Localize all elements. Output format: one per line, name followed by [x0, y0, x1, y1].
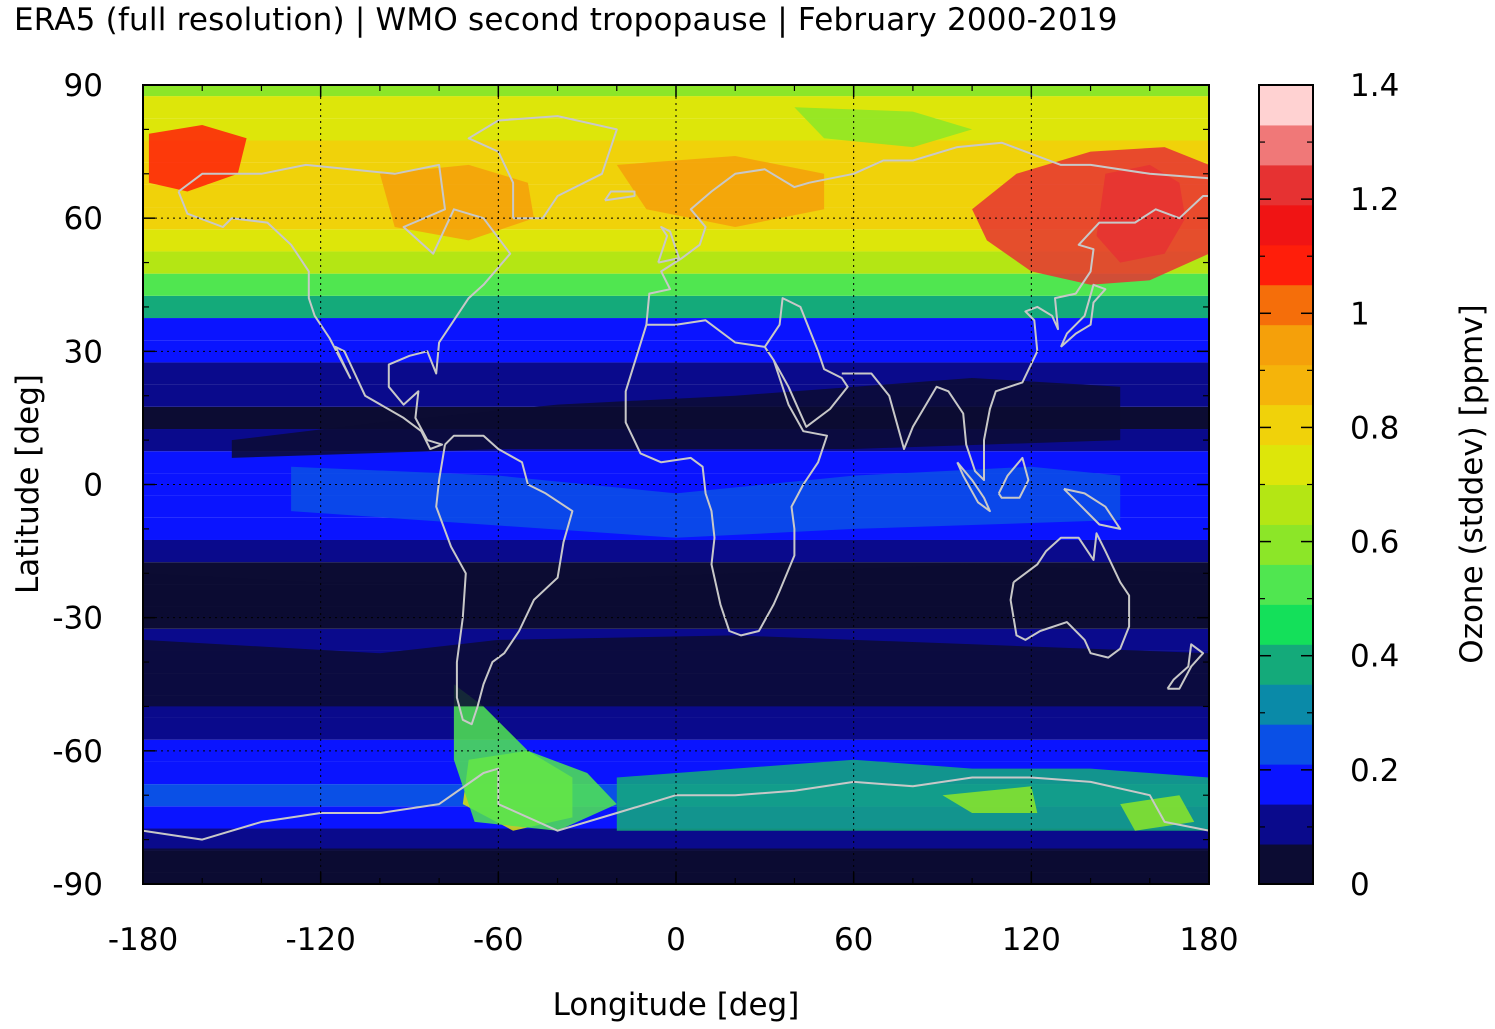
colorbar-swatch: [1259, 604, 1313, 645]
heatmap-band: [143, 539, 1209, 563]
y-tick-label: 0: [83, 468, 103, 504]
coastline: [657, 226, 680, 264]
x-tick-label: 120: [1002, 922, 1061, 958]
coastline: [435, 434, 574, 726]
chart-title: ERA5 (full resolution) | WMO second trop…: [14, 2, 1118, 38]
heatmap-band: [143, 96, 1209, 119]
heatmap-band: [143, 229, 1209, 252]
y-tick-label: -30: [52, 601, 103, 637]
coastline: [143, 767, 1209, 841]
coastline: [841, 195, 1209, 482]
heatmap-features: [143, 107, 1209, 884]
coastline: [467, 115, 618, 220]
heatmap-band: [143, 318, 1209, 341]
colorbar-swatch: [1259, 644, 1313, 685]
x-tick-label: -120: [285, 922, 355, 958]
y-tick-label: -90: [52, 867, 103, 903]
colorbar-swatch: [1259, 764, 1313, 805]
colorbar-swatch: [1259, 85, 1313, 126]
heatmap-feature: [143, 564, 1209, 618]
heatmap-feature: [148, 125, 247, 192]
heatmap-feature: [794, 107, 973, 148]
colorbar-swatch: [1259, 444, 1313, 485]
heatmap-feature: [231, 378, 1121, 458]
coastline: [645, 141, 1209, 325]
axes: -180 -120 -60 0 60 120 180 90 60 30 0 -30 -60 -90: [52, 68, 1238, 958]
x-tick-label: 180: [1179, 922, 1238, 958]
y-tick-label: 60: [64, 201, 103, 237]
x-axis-label: Longitude [deg]: [553, 987, 800, 1023]
colorbar-swatch: [1259, 804, 1313, 845]
colorbar-label: Ozone (stddev) [ppmv]: [1454, 304, 1490, 663]
colorbar-swatch: [1259, 204, 1313, 246]
colorbar-swatch: [1259, 484, 1313, 525]
colorbar-tick-label: 0.4: [1350, 639, 1399, 675]
colorbar-swatch: [1259, 684, 1313, 725]
colorbar-tick-label: 0.2: [1350, 753, 1399, 789]
coastline: [997, 456, 1030, 499]
x-tick-label: 0: [666, 922, 686, 958]
colorbar-swatch: [1259, 724, 1313, 765]
heatmap-band: [143, 739, 1209, 762]
coastline: [956, 461, 991, 513]
coastline: [1166, 643, 1205, 690]
coastline: [1063, 487, 1122, 530]
coastline: [763, 297, 849, 428]
x-tick-label: -60: [473, 922, 524, 958]
colorbar-swatch: [1259, 284, 1313, 326]
colorbar-swatch: [1259, 124, 1313, 166]
heatmap-band: [143, 451, 1209, 474]
colorbar-tick-label: 0.6: [1350, 525, 1399, 561]
colorbar-swatch: [1259, 244, 1313, 286]
heatmap-feature: [143, 635, 1209, 707]
heatmap-feature: [942, 786, 1038, 813]
heatmap-feature: [1096, 164, 1186, 263]
colorbar: 0 0.2 0.4 0.6 0.8 1 1.2 1.4: [1258, 68, 1399, 903]
colorbar-swatch: [1259, 844, 1313, 885]
x-tick-label: -180: [108, 922, 178, 958]
x-tick-label: 60: [834, 922, 873, 958]
colorbar-tick-label: 1: [1350, 296, 1370, 332]
y-axis-label: Latitude [deg]: [10, 374, 46, 594]
colorbar-swatch: [1259, 564, 1313, 605]
heatmap-feature: [453, 684, 617, 831]
coastline: [1009, 532, 1131, 659]
coastlines: [143, 115, 1209, 841]
colorbar-swatch: [1259, 404, 1313, 446]
heatmap-feature: [616, 759, 1209, 831]
colorbar-tick-label: 0.8: [1350, 410, 1399, 446]
colorbar-swatch: [1259, 324, 1313, 366]
colorbar-tick-label: 1.4: [1350, 68, 1399, 104]
coastline: [177, 163, 512, 450]
grid-lines: [143, 85, 1209, 884]
colorbar-swatch: [1259, 524, 1313, 565]
heatmap-band: [143, 828, 1209, 851]
heatmap-feature: [1120, 795, 1195, 831]
colorbar-tick-label: 0: [1350, 867, 1370, 903]
plot-area: [143, 85, 1209, 884]
colorbar-swatch: [1259, 364, 1313, 406]
y-tick-label: 90: [64, 68, 103, 104]
colorbar-tick-label: 1.2: [1350, 182, 1399, 218]
heatmap-band: [143, 295, 1209, 319]
coastline: [1059, 283, 1107, 348]
coastline: [604, 190, 636, 202]
y-tick-label: -60: [52, 734, 103, 770]
y-tick-label: 30: [64, 334, 103, 370]
